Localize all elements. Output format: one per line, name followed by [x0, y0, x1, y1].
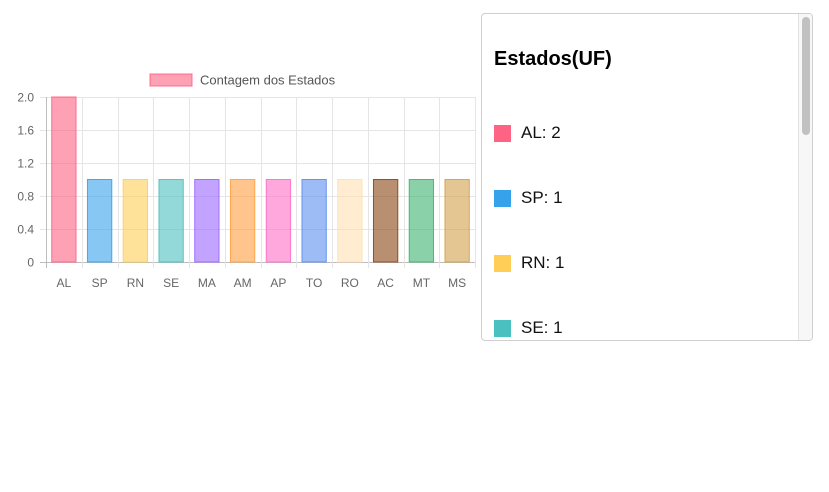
legend-label: Contagem dos Estados	[200, 73, 336, 88]
bar-mt	[408, 179, 435, 263]
legend-swatch	[149, 73, 193, 87]
bar-am	[229, 179, 256, 263]
state-label: RN: 1	[521, 253, 565, 272]
bar-ap	[265, 179, 292, 263]
x-tick-label: MA	[198, 276, 216, 290]
x-tick-label: AM	[234, 276, 252, 290]
bar-sp	[86, 179, 113, 263]
color-swatch	[494, 319, 511, 337]
panel-scrollbar[interactable]	[798, 14, 812, 340]
y-tick-label: 0.8	[17, 190, 34, 204]
state-label: SP: 1	[521, 188, 563, 207]
bar-to	[301, 179, 327, 263]
x-tick-label: TO	[306, 276, 322, 290]
bar-al	[51, 96, 77, 263]
x-tick-label: SP	[92, 276, 108, 290]
state-label: SE: 1	[521, 318, 563, 337]
state-item-rn: RN: 1	[494, 253, 564, 273]
state-item-sp: SP: 1	[494, 188, 563, 208]
bar-se	[158, 179, 184, 263]
bar-ro	[337, 179, 363, 263]
x-tick-label: RO	[341, 276, 359, 290]
x-tick-label: MT	[413, 276, 431, 290]
x-tick-label: MS	[448, 276, 466, 290]
panel-title: Estados(UF)	[494, 48, 612, 70]
x-tick-label: RN	[127, 276, 144, 290]
bar-ms	[444, 179, 470, 263]
color-swatch	[494, 124, 511, 142]
x-tick-label: AL	[57, 276, 72, 290]
y-tick-label: 1.6	[17, 124, 34, 138]
y-tick-label: 2.0	[17, 91, 34, 105]
scrollbar-thumb[interactable]	[802, 17, 810, 135]
state-item-al: AL: 2	[494, 123, 561, 143]
x-tick-label: AP	[270, 276, 286, 290]
color-swatch	[494, 254, 511, 272]
bar-rn	[122, 179, 149, 263]
x-tick-label: AC	[377, 276, 394, 290]
bar-chart-svg: 0 0.4 0.8 1.2 1.6 2.0 AL SP RN SE MA AM AP TO RO AC MT MS…	[17, 73, 476, 290]
y-tick-label: 1.2	[17, 157, 34, 171]
bar-ac	[372, 179, 399, 263]
bar-chart: 0 0.4 0.8 1.2 1.6 2.0 AL SP RN SE MA AM AP TO RO AC MT MS…	[0, 60, 478, 300]
bar-ma	[194, 179, 220, 263]
state-label: AL: 2	[521, 123, 561, 142]
x-tick-label: SE	[163, 276, 179, 290]
y-tick-label: 0	[27, 256, 34, 270]
color-swatch	[494, 189, 511, 207]
states-panel-content: Estados(UF) AL: 2 SP: 1 RN: 1 SE: 1	[494, 14, 796, 340]
state-item-se: SE: 1	[494, 318, 563, 338]
states-panel[interactable]: Estados(UF) AL: 2 SP: 1 RN: 1 SE: 1	[481, 13, 813, 341]
y-tick-label: 0.4	[17, 223, 34, 237]
